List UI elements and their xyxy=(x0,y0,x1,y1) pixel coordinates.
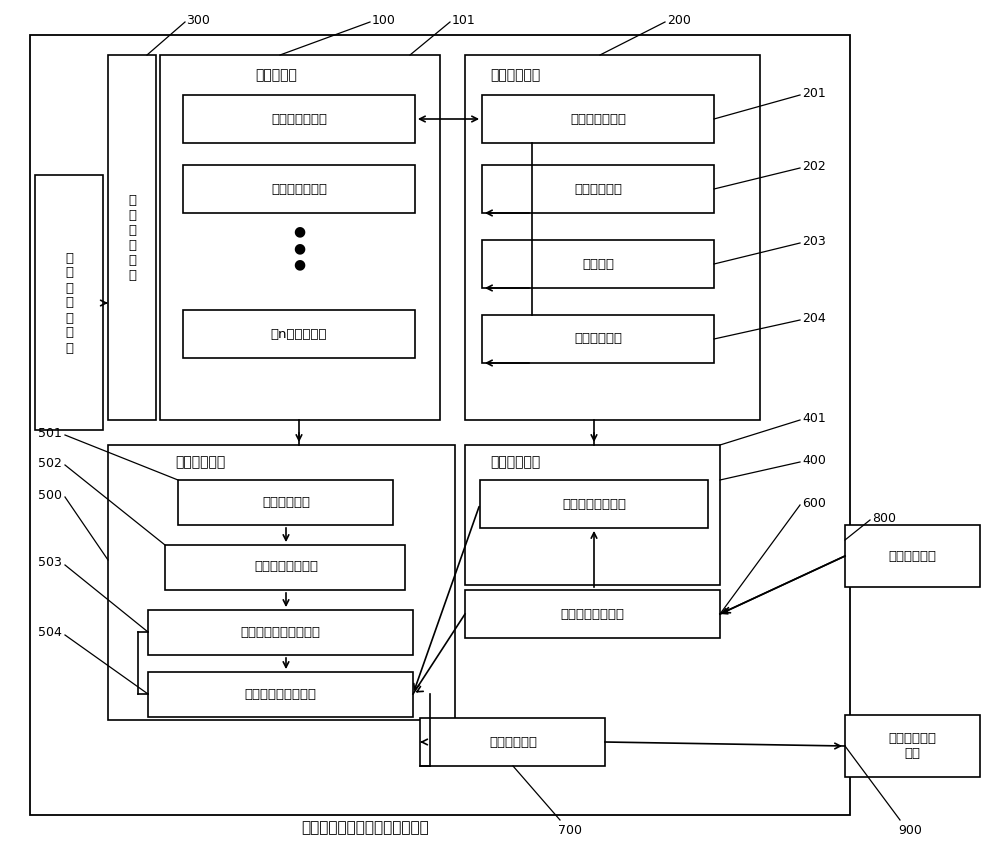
Text: 牌型输入接口: 牌型输入接口 xyxy=(262,495,310,508)
Text: 502: 502 xyxy=(38,457,62,470)
Text: 300: 300 xyxy=(186,14,210,27)
Bar xyxy=(148,672,413,717)
Text: 扑克牌牌型序列的数据处理系统: 扑克牌牌型序列的数据处理系统 xyxy=(301,820,429,836)
Text: 201: 201 xyxy=(802,87,826,99)
Text: 牌型生成单元: 牌型生成单元 xyxy=(574,333,622,345)
Text: 牌型抽样模块: 牌型抽样模块 xyxy=(490,68,540,82)
Text: 202: 202 xyxy=(802,159,826,172)
Bar xyxy=(160,55,440,420)
Text: 101: 101 xyxy=(452,14,476,27)
Bar xyxy=(465,590,720,638)
Text: ●
●
●: ● ● ● xyxy=(293,225,305,271)
Text: 503: 503 xyxy=(38,556,62,570)
Bar xyxy=(183,310,415,358)
Text: 查找单元: 查找单元 xyxy=(582,257,614,271)
Text: 200: 200 xyxy=(667,14,691,27)
Text: 扑克牌花色生成单元: 扑克牌花色生成单元 xyxy=(244,687,316,700)
Text: 模
型
建
立
模
块: 模 型 建 立 模 块 xyxy=(128,194,136,282)
Text: 900: 900 xyxy=(898,824,922,836)
Text: 配
置
库
测
试
接
口: 配 置 库 测 试 接 口 xyxy=(65,251,73,355)
Bar xyxy=(465,445,720,585)
Text: 扑克牌逻辑值生成单元: 扑克牌逻辑值生成单元 xyxy=(240,626,320,638)
Bar xyxy=(165,545,405,590)
Text: 模型构建模块: 模型构建模块 xyxy=(490,455,540,469)
Text: 700: 700 xyxy=(558,824,582,836)
Bar xyxy=(178,480,393,525)
Bar xyxy=(108,445,455,720)
Bar xyxy=(482,240,714,288)
Text: 600: 600 xyxy=(802,496,826,510)
Bar xyxy=(148,610,413,655)
Text: 203: 203 xyxy=(802,235,826,248)
Bar xyxy=(482,315,714,363)
Text: 400: 400 xyxy=(802,453,826,466)
Text: 204: 204 xyxy=(802,311,826,325)
Bar xyxy=(482,95,714,143)
Text: 牌型配置库: 牌型配置库 xyxy=(255,68,297,82)
Text: 配置表调用单元: 配置表调用单元 xyxy=(570,112,626,125)
Bar xyxy=(420,718,605,766)
Bar xyxy=(482,165,714,213)
Bar xyxy=(480,480,708,528)
Bar xyxy=(465,55,760,420)
Bar xyxy=(845,715,980,777)
Text: 指令接收接口: 指令接收接口 xyxy=(888,549,936,562)
Text: 牌序生成模块: 牌序生成模块 xyxy=(175,455,225,469)
Text: 外部指令接收模块: 外部指令接收模块 xyxy=(560,608,624,620)
Bar xyxy=(183,95,415,143)
Text: 存储空间生成单元: 存储空间生成单元 xyxy=(254,560,318,573)
Text: 二维动态数据结构: 二维动态数据结构 xyxy=(562,498,626,511)
Bar xyxy=(183,165,415,213)
Text: 504: 504 xyxy=(38,626,62,639)
Text: 500: 500 xyxy=(38,488,62,501)
Text: 第一牌型配置表: 第一牌型配置表 xyxy=(271,112,327,125)
Text: 401: 401 xyxy=(802,411,826,424)
Text: 牌序输出模块: 牌序输出模块 xyxy=(489,735,537,748)
Text: 第二牌型配置表: 第二牌型配置表 xyxy=(271,183,327,195)
Bar xyxy=(108,55,156,420)
Bar xyxy=(35,175,103,430)
Text: 随机抽样单元: 随机抽样单元 xyxy=(574,183,622,195)
Bar xyxy=(30,35,850,815)
Text: 800: 800 xyxy=(872,512,896,524)
Text: 100: 100 xyxy=(372,14,396,27)
Text: 501: 501 xyxy=(38,427,62,440)
Text: 完整牌序输出
接口: 完整牌序输出 接口 xyxy=(888,732,936,760)
Bar xyxy=(845,525,980,587)
Text: 第n牌型配置表: 第n牌型配置表 xyxy=(271,327,327,340)
